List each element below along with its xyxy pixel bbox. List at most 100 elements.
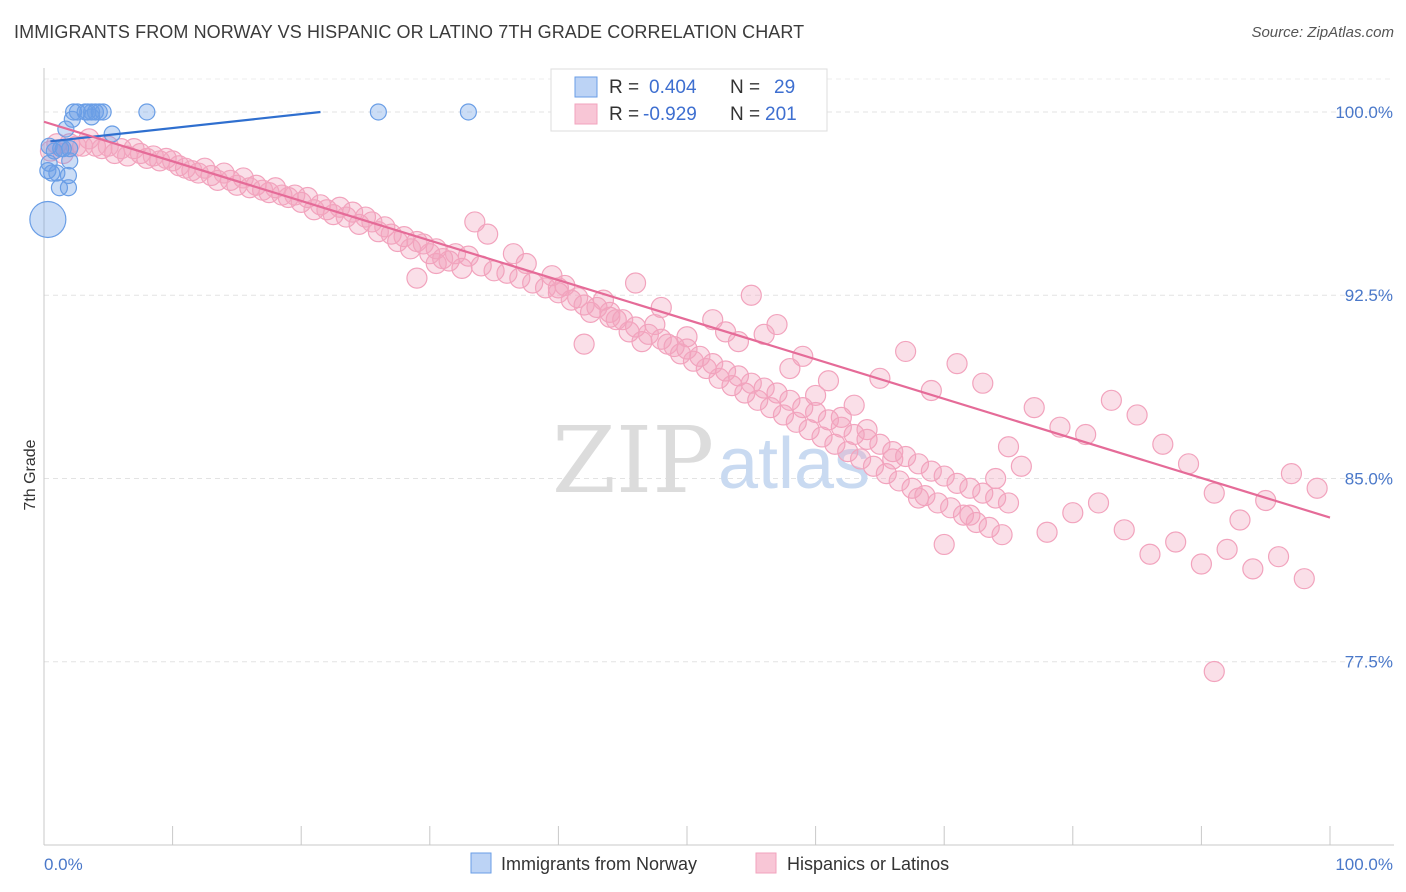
norway-point bbox=[59, 179, 78, 197]
hispanics-point bbox=[406, 267, 428, 289]
hispanics-point bbox=[946, 472, 968, 494]
hispanics-point bbox=[464, 211, 486, 233]
hispanics-point bbox=[579, 301, 602, 323]
hispanics-point bbox=[811, 426, 833, 448]
legend-swatch-norway bbox=[574, 76, 598, 98]
hispanics-point bbox=[547, 277, 570, 299]
hispanics-point bbox=[1087, 492, 1110, 514]
hispanics-point bbox=[766, 313, 788, 336]
hispanics-point bbox=[933, 533, 955, 556]
hispanics-point bbox=[959, 504, 981, 526]
hispanics-point bbox=[1280, 463, 1303, 485]
hispanics-point bbox=[1203, 660, 1225, 683]
hispanics-point bbox=[734, 382, 756, 404]
hispanics-point bbox=[772, 404, 795, 426]
hispanics-point bbox=[882, 448, 904, 470]
hispanics-point bbox=[599, 301, 621, 323]
hispanics-point bbox=[1113, 519, 1135, 541]
chart-title: IMMIGRANTS FROM NORWAY VS HISPANIC OR LA… bbox=[14, 22, 805, 42]
norway-point bbox=[59, 166, 78, 185]
hispanics-point bbox=[747, 389, 769, 411]
stats-r-value-1: 0.404 bbox=[649, 77, 697, 98]
hispanics-point bbox=[1190, 553, 1213, 575]
hispanics-point bbox=[798, 419, 820, 441]
stats-n-label-1: N = bbox=[730, 77, 760, 98]
source-label: Source: ZipAtlas.com bbox=[1251, 24, 1394, 41]
bottom-legend-hispanic: Hispanics or Latinos bbox=[787, 854, 949, 874]
hispanics-point bbox=[997, 492, 1020, 514]
hispanics-point bbox=[933, 465, 955, 487]
hispanics-point bbox=[1229, 509, 1251, 531]
hispanics-point bbox=[1062, 502, 1084, 524]
y-tick-label: 100.0% bbox=[1335, 103, 1393, 122]
hispanics-point bbox=[830, 406, 852, 429]
hispanics-point bbox=[573, 333, 595, 355]
series-hispanics-points bbox=[39, 128, 1328, 683]
hispanics-point bbox=[907, 487, 930, 509]
hispanics-point bbox=[1036, 521, 1058, 543]
hispanics-point bbox=[882, 441, 904, 463]
norway-point bbox=[459, 103, 477, 121]
hispanics-point bbox=[843, 394, 865, 416]
hispanics-point bbox=[425, 252, 447, 275]
hispanics-point bbox=[1293, 568, 1315, 590]
hispanics-point bbox=[850, 448, 872, 470]
hispanics-point bbox=[702, 309, 724, 331]
norway-point bbox=[54, 140, 72, 158]
hispanics-point bbox=[1139, 543, 1161, 565]
hispanics-point bbox=[907, 453, 930, 475]
norway-point bbox=[369, 103, 387, 121]
hispanics-point bbox=[1267, 546, 1290, 568]
hispanics-point bbox=[1152, 433, 1174, 455]
hispanics-point bbox=[824, 433, 846, 455]
hispanics-point bbox=[804, 384, 827, 407]
hispanics-point bbox=[888, 470, 910, 492]
x-tick-label-min: 0.0% bbox=[44, 855, 83, 874]
hispanics-point bbox=[862, 455, 885, 477]
legend-swatch-hispanic bbox=[574, 103, 598, 125]
stats-n-label-2: N = bbox=[730, 104, 760, 125]
hispanics-point bbox=[477, 223, 499, 245]
hispanics-point bbox=[612, 309, 634, 331]
norway-point bbox=[43, 164, 61, 182]
hispanics-point bbox=[972, 482, 994, 504]
hispanics-point bbox=[759, 397, 782, 419]
hispanics-point bbox=[624, 272, 647, 294]
hispanics-point bbox=[869, 433, 891, 455]
y-tick-label: 92.5% bbox=[1345, 286, 1393, 305]
norway-point bbox=[50, 179, 69, 197]
hispanics-point bbox=[978, 516, 1000, 538]
hispanics-point bbox=[682, 350, 705, 372]
hispanics-point bbox=[997, 436, 1020, 458]
stats-n-value-1: 29 bbox=[774, 77, 795, 98]
series-norway-points bbox=[29, 103, 477, 239]
hispanics-point bbox=[708, 367, 730, 389]
hispanics-point bbox=[1023, 397, 1045, 419]
bottom-legend: Immigrants from Norway Hispanics or Lati… bbox=[470, 852, 949, 874]
hispanics-point bbox=[1165, 531, 1187, 553]
stats-r-value-2: -0.929 bbox=[643, 104, 697, 125]
hispanics-point bbox=[1216, 538, 1238, 560]
hispanics-point bbox=[920, 460, 942, 482]
hispanics-point bbox=[1242, 558, 1264, 580]
hispanics-point bbox=[721, 375, 743, 397]
y-axis-title: 7th Grade bbox=[22, 439, 39, 510]
hispanics-point bbox=[785, 411, 807, 433]
norway-point bbox=[82, 108, 101, 126]
trend-lines bbox=[43, 110, 1331, 519]
bottom-legend-swatch-hispanic bbox=[755, 852, 777, 874]
stats-r-label-2: R = bbox=[609, 104, 639, 125]
hispanics-point bbox=[972, 372, 994, 394]
hispanics-point bbox=[1075, 423, 1097, 446]
hispanics-point bbox=[1203, 482, 1225, 504]
hispanics-point bbox=[837, 441, 859, 463]
hispanics-point bbox=[959, 477, 981, 499]
hispanics-trend-line bbox=[43, 120, 1331, 519]
stats-legend: R = 0.404 N = 29 R = -0.929 N = 201 bbox=[550, 68, 828, 132]
hispanics-point bbox=[856, 419, 878, 441]
hispanics-point bbox=[1100, 389, 1122, 411]
axes bbox=[43, 68, 1394, 846]
hispanics-point bbox=[940, 497, 962, 519]
x-tick-label-max: 100.0% bbox=[1335, 855, 1393, 874]
